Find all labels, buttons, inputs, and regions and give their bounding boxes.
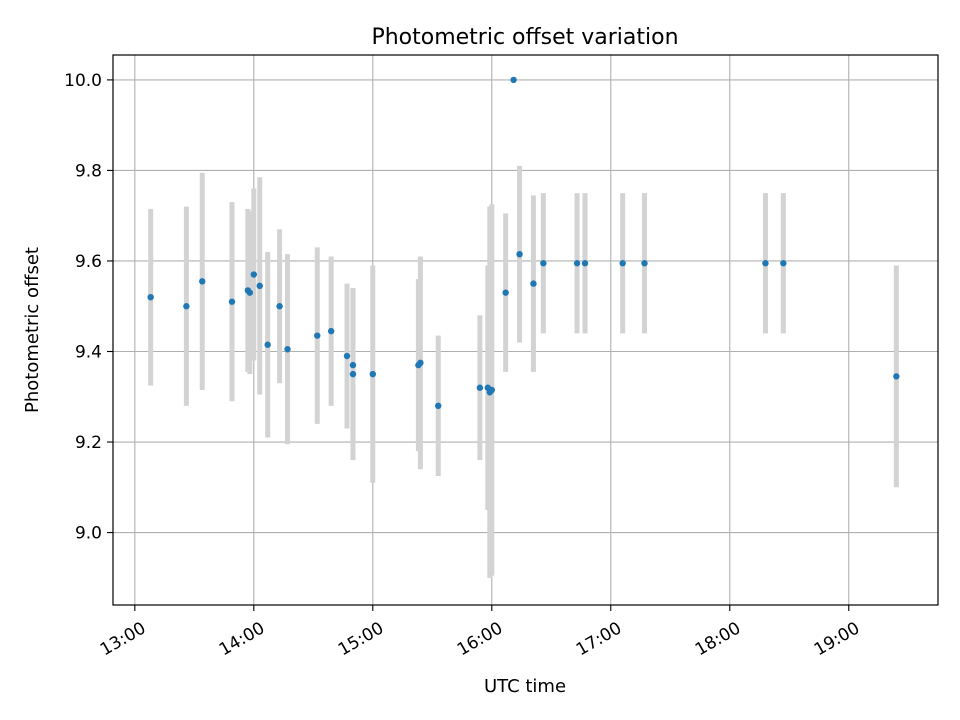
- data-point: [246, 289, 254, 296]
- data-point: [893, 373, 900, 380]
- data-point: [488, 386, 495, 394]
- data-point: [502, 289, 509, 296]
- data-point: [147, 293, 154, 301]
- y-tick-label: 10.0: [64, 71, 102, 91]
- data-point: [349, 370, 357, 378]
- plot-area: [113, 55, 938, 605]
- data-point: [530, 280, 537, 287]
- data-point: [228, 298, 236, 305]
- y-axis-ticks: 9.0 9.2 9.4 9.6 9.8 10.0: [64, 71, 113, 544]
- data-point: [573, 260, 581, 267]
- plot-frame: [112, 54, 939, 606]
- data-point: [762, 260, 769, 267]
- y-tick-label: 9.0: [75, 524, 102, 544]
- data-point: [349, 361, 357, 369]
- data-point: [641, 260, 648, 267]
- y-tick-label: 9.8: [75, 161, 102, 181]
- data-point: [516, 250, 523, 258]
- y-axis-label: Photometric offset: [22, 247, 43, 413]
- data-point: [780, 260, 787, 267]
- data-point: [510, 76, 517, 84]
- x-axis-label: UTC time: [484, 676, 566, 697]
- chart-title: Photometric offset variation: [371, 25, 678, 50]
- data-point: [581, 260, 589, 267]
- data-point: [619, 260, 626, 267]
- data-point: [256, 282, 263, 290]
- y-tick-label: 9.2: [75, 433, 102, 453]
- data-point: [250, 271, 258, 278]
- data-point: [417, 359, 424, 367]
- data-point: [540, 260, 547, 267]
- data-point: [314, 332, 321, 339]
- data-point: [276, 303, 283, 310]
- data-point: [476, 384, 484, 391]
- data-point: [327, 327, 335, 335]
- y-tick-label: 9.4: [75, 343, 102, 363]
- data-point: [183, 303, 190, 310]
- data-points: [147, 76, 900, 410]
- data-point: [435, 402, 442, 410]
- data-point: [264, 341, 271, 348]
- data-point: [199, 278, 206, 285]
- y-tick-label: 9.6: [75, 252, 102, 272]
- data-point: [343, 352, 351, 360]
- data-point: [284, 346, 291, 353]
- data-point: [369, 370, 376, 378]
